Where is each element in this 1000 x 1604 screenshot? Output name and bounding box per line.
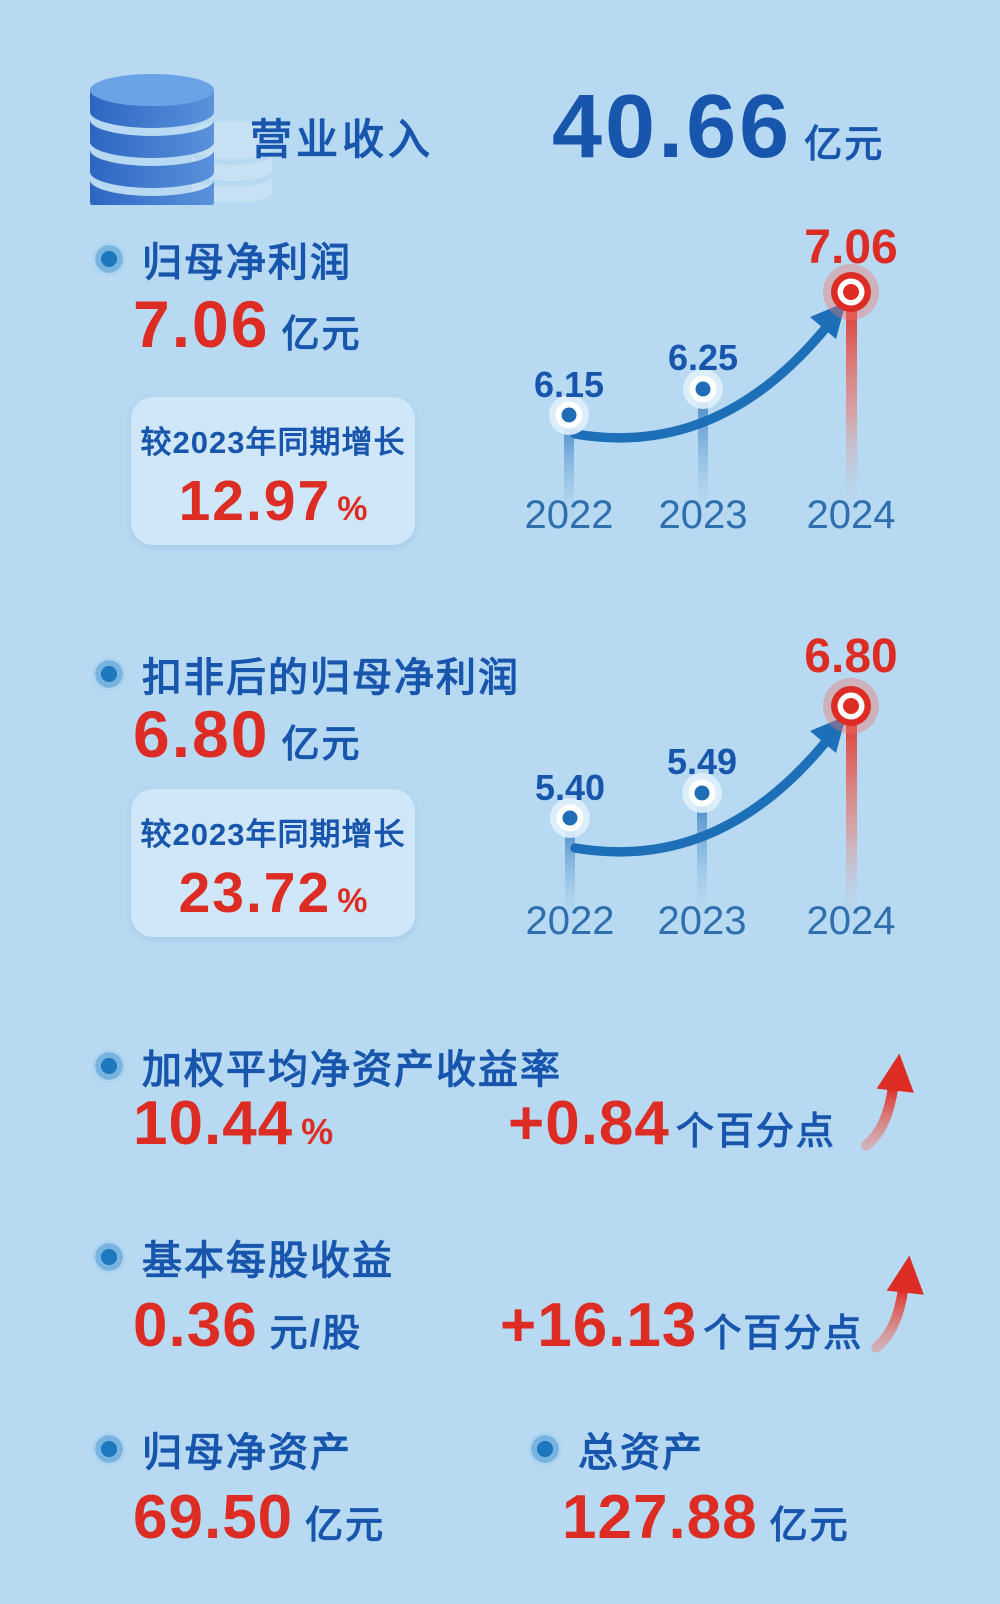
stem-2024 (846, 292, 857, 518)
chart-net-profit: 6.15 6.25 7.06 2022 2023 2024 (525, 221, 898, 530)
up-arrow-icon (871, 1255, 924, 1353)
up-arrow-icon (861, 1053, 914, 1151)
total-assets-unit: 亿元 (769, 1505, 850, 1547)
net-profit-value: 7.06 (133, 287, 270, 361)
net-profit-label-row: 归母净利润 (92, 230, 352, 288)
net-profit-label: 归母净利润 (142, 241, 352, 285)
stem-2022 (564, 415, 574, 530)
total-assets-value-row: 127.88 亿元 (562, 1482, 850, 1553)
trend-curve (570, 325, 829, 443)
net-profit-unit: 亿元 (281, 314, 362, 356)
eps-label: 基本每股收益 (142, 1239, 394, 1283)
roe-value-row: 10.44 % (133, 1088, 333, 1159)
year-label-2022: 2022 (525, 493, 614, 530)
year-label-2024: 2024 (807, 493, 896, 530)
growth-value: 23.72 (178, 861, 332, 925)
year-label-2023: 2023 (659, 493, 748, 530)
bullet-dot-icon (92, 1432, 126, 1466)
revenue-title: 营业收入 (250, 116, 435, 163)
deducted-unit: 亿元 (281, 724, 362, 766)
revenue-value: 40.66 (552, 77, 793, 177)
growth-unit: % (337, 490, 368, 528)
roe-unit: % (301, 1111, 334, 1152)
deducted-label-row: 扣非后的归母净利润 (92, 645, 520, 703)
eps-delta-unit: 个百分点 (703, 1313, 864, 1355)
coins-main-stack (90, 90, 214, 205)
net-assets-label-row: 归母净资产 (92, 1420, 352, 1478)
bullet-dot-icon (92, 242, 126, 276)
year-label-2023: 2023 (658, 899, 747, 942)
eps-delta-row: +16.13 个百分点 (500, 1290, 863, 1361)
point-2024-highlight (823, 264, 879, 320)
trend-curve (570, 739, 829, 857)
roe-delta: +0.84 (508, 1089, 670, 1158)
coins-stack-icon (90, 74, 272, 205)
point-2022 (550, 798, 590, 838)
total-assets-value: 127.88 (562, 1483, 758, 1552)
point-2023 (683, 369, 723, 409)
eps-unit: 元/股 (269, 1313, 363, 1355)
point-label-2024: 6.80 (804, 630, 897, 683)
deducted-growth-card: 较2023年同期增长 23.72 % (131, 789, 415, 937)
bullet-dot-icon (92, 657, 126, 691)
growth-caption: 较2023年同期增长 (140, 425, 406, 460)
trend-arrowhead-icon (810, 302, 846, 339)
point-label-2023: 6.25 (668, 337, 738, 378)
eps-delta: +16.13 (500, 1291, 698, 1360)
net-profit-growth-card: 较2023年同期增长 12.97 % (131, 397, 415, 545)
point-2024-highlight (823, 678, 879, 734)
year-label-2022: 2022 (526, 899, 615, 942)
year-label-2024: 2024 (807, 899, 896, 942)
roe-value: 10.44 (133, 1089, 294, 1158)
stem-2023 (697, 793, 707, 923)
bullet-dot-icon (528, 1432, 562, 1466)
point-label-2022: 5.40 (535, 767, 605, 808)
revenue-value-row: 40.66 亿元 (552, 76, 884, 179)
roe-delta-row: +0.84 个百分点 (508, 1088, 836, 1159)
point-2022 (549, 395, 589, 435)
net-assets-unit: 亿元 (305, 1505, 386, 1547)
roe-label: 加权平均净资产收益率 (142, 1048, 562, 1092)
deducted-label: 扣非后的归母净利润 (142, 656, 520, 700)
chart-deducted-net-profit: 5.40 5.49 6.80 2022 2023 2024 (526, 630, 898, 942)
total-assets-label-row: 总资产 (528, 1420, 704, 1478)
roe-label-row: 加权平均净资产收益率 (92, 1037, 562, 1095)
eps-value-row: 0.36 元/股 (133, 1290, 362, 1361)
roe-delta-unit: 个百分点 (675, 1111, 836, 1153)
total-assets-label: 总资产 (578, 1431, 704, 1475)
deducted-value: 6.80 (133, 697, 270, 771)
net-assets-label: 归母净资产 (142, 1431, 352, 1475)
growth-value: 12.97 (178, 469, 332, 533)
revenue-unit: 亿元 (804, 124, 885, 166)
deducted-value-row: 6.80 亿元 (133, 696, 361, 772)
growth-caption: 较2023年同期增长 (140, 817, 406, 852)
net-assets-value: 69.50 (133, 1483, 294, 1552)
stem-2024 (846, 706, 857, 932)
point-label-2022: 6.15 (534, 364, 604, 405)
net-assets-value-row: 69.50 亿元 (133, 1482, 385, 1553)
growth-unit: % (337, 882, 368, 920)
trend-arrowhead-icon (810, 716, 846, 753)
coin-top-face (90, 74, 214, 106)
point-label-2023: 5.49 (667, 741, 737, 782)
eps-value: 0.36 (133, 1291, 258, 1360)
bullet-dot-icon (92, 1049, 126, 1083)
point-2023 (682, 773, 722, 813)
net-profit-value-row: 7.06 亿元 (133, 286, 361, 362)
eps-label-row: 基本每股收益 (92, 1228, 394, 1286)
bullet-dot-icon (92, 1240, 126, 1274)
point-label-2024: 7.06 (804, 221, 897, 274)
